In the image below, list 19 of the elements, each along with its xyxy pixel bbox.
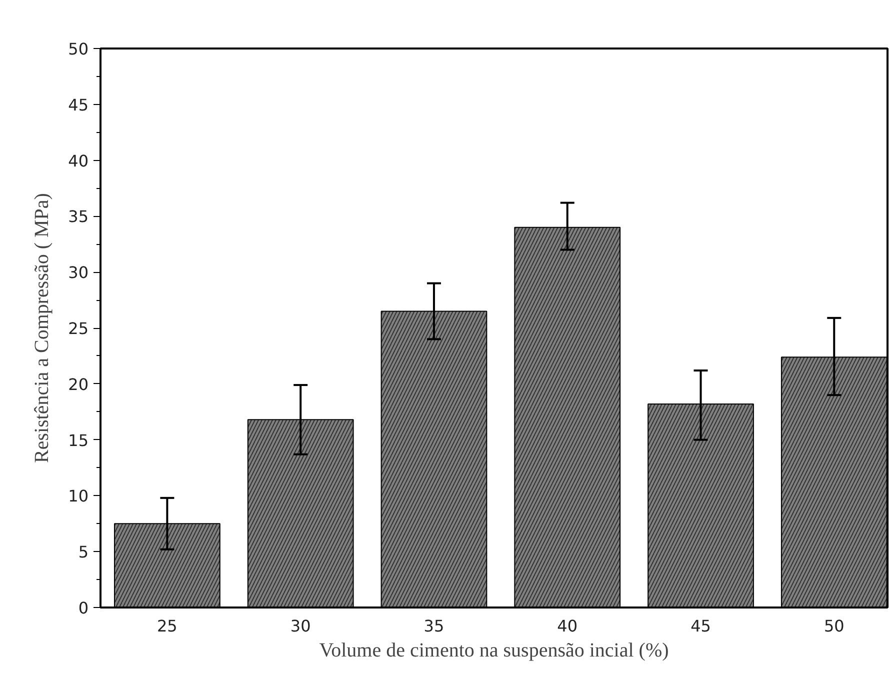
y-tick-label: 0 [78, 598, 89, 618]
y-tick-label: 40 [68, 151, 88, 170]
y-tick-label: 35 [68, 207, 88, 226]
y-tick-label: 5 [78, 542, 89, 562]
y-tick-label: 45 [68, 95, 88, 114]
x-tick-label: 25 [157, 616, 178, 636]
y-axis-title: Resistência a Compressão ( MPa) [31, 193, 54, 463]
y-tick-label: 50 [68, 40, 88, 58]
x-tick-label: 45 [690, 616, 711, 636]
x-tick-label: 40 [557, 616, 578, 636]
y-tick-label: 10 [68, 486, 88, 506]
y-tick-label: 30 [68, 263, 88, 282]
x-tick-label: 35 [424, 616, 444, 636]
x-tick-label: 50 [824, 616, 844, 636]
y-tick-label: 20 [68, 374, 88, 394]
y-tick-label: 15 [68, 430, 88, 450]
x-axis-title: Volume de cimento na suspensão incial (%) [319, 640, 669, 662]
y-tick-label: 25 [68, 319, 88, 338]
x-tick-label: 30 [290, 616, 311, 636]
